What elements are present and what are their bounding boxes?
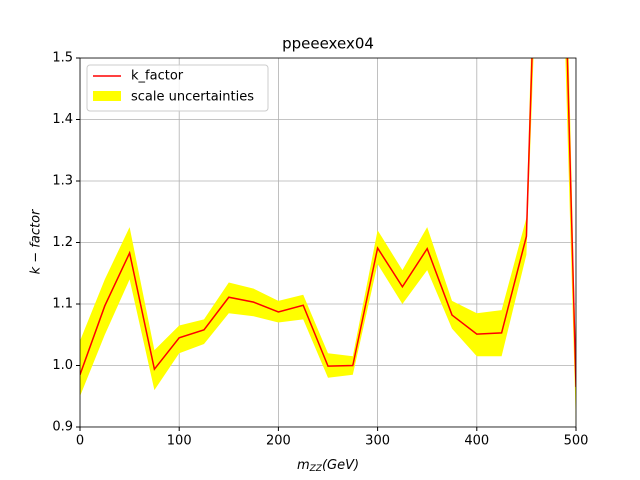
axes: 0 100 200 300 400 500 0.9 1.0 1.1 1.2 1.3 1.4 1.5 — [52, 51, 588, 449]
x-tick-label: 200 — [266, 434, 291, 449]
uncertainty-band — [80, 58, 576, 427]
x-tick-label: 400 — [464, 434, 489, 449]
y-tick-label: 1.5 — [52, 51, 73, 66]
y-tick-label: 1.1 — [52, 297, 73, 312]
x-label-unit: (GeV) — [322, 458, 359, 473]
legend-box — [86, 64, 269, 112]
plot-area — [80, 58, 576, 427]
y-tick-label: 0.9 — [52, 420, 73, 435]
y-tick-label: 1.0 — [52, 358, 73, 373]
x-tick-label: 500 — [564, 434, 589, 449]
y-axis-label: k − factor — [29, 208, 44, 274]
series-line — [80, 58, 576, 388]
x-tick-label: 100 — [167, 434, 192, 449]
x-tick-label: 300 — [365, 434, 390, 449]
x-tick-label: 0 — [76, 434, 84, 449]
y-tick-label: 1.3 — [52, 174, 73, 189]
x-axis-label: mZZ(GeV) — [297, 458, 359, 474]
legend-label: k_factor — [131, 69, 184, 84]
legend-label: scale uncertainties — [131, 90, 254, 105]
y-tick-label: 1.2 — [52, 235, 73, 250]
axes-frame — [79, 57, 577, 428]
legend-swatch — [93, 91, 121, 101]
y-tick-label: 1.4 — [52, 112, 73, 127]
chart-title: ppeeexex04 — [282, 35, 374, 53]
x-label-sub: ZZ — [309, 464, 323, 474]
x-label-main: m — [297, 458, 310, 473]
